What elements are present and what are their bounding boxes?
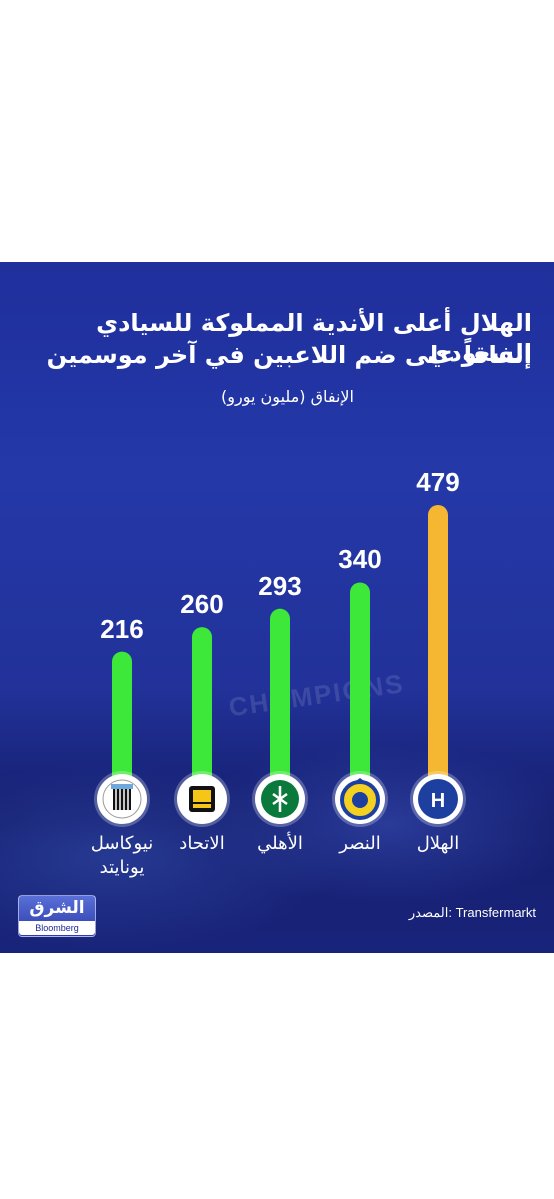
alhilal-logo-icon: H bbox=[413, 774, 463, 824]
value-label: 260 bbox=[180, 589, 224, 620]
brand-logo: الشرق Bloomberg bbox=[18, 895, 96, 937]
brand-name: الشرق bbox=[29, 898, 85, 918]
category-label: الهلال bbox=[416, 833, 460, 854]
bar-1 bbox=[428, 505, 448, 792]
alahli-logo-icon bbox=[255, 774, 305, 824]
brand-sub: Bloomberg bbox=[19, 921, 95, 935]
bar-4 bbox=[192, 627, 212, 792]
category-label: الأهلي bbox=[257, 833, 303, 854]
value-label: 293 bbox=[258, 570, 302, 601]
newcastle-logo-icon bbox=[97, 774, 147, 824]
category-label: الاتحاد bbox=[179, 833, 225, 854]
bar-5 bbox=[112, 651, 132, 792]
value-label: 216 bbox=[100, 613, 144, 644]
value-label: 340 bbox=[338, 544, 382, 575]
chart-title-line1: الهلال أعلى الأندية المملوكة للسيادي الس… bbox=[96, 309, 532, 367]
category-label: نيوكاسل يونايتد bbox=[90, 833, 154, 878]
bar-3 bbox=[270, 608, 290, 792]
alnassr-logo-icon bbox=[335, 774, 385, 824]
bar-2 bbox=[350, 582, 370, 792]
alittihad-logo-icon bbox=[177, 774, 227, 824]
source-note: المصدر: Transfermarkt bbox=[408, 905, 536, 920]
value-label: 479 bbox=[416, 467, 460, 497]
svg-text:H: H bbox=[431, 790, 445, 812]
category-label: النصر bbox=[339, 833, 381, 854]
chart-title-line2: إنفاقاً على ضم اللاعبين في آخر موسمين bbox=[46, 341, 532, 369]
chart-y-label: الإنفاق (مليون يورو) bbox=[221, 387, 354, 406]
